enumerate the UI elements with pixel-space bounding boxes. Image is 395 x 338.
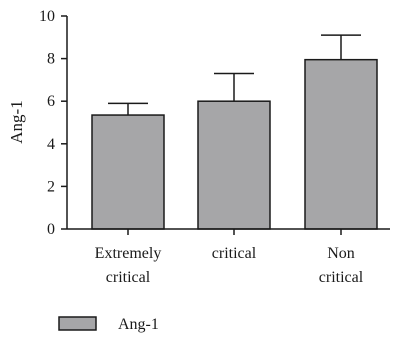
x-axis: Extremely critical critical Non critical xyxy=(67,228,390,286)
y-tick-label: 4 xyxy=(47,136,55,153)
y-tick-label: 10 xyxy=(39,8,55,25)
y-tick-label: 8 xyxy=(47,51,55,68)
y-tick-label: 6 xyxy=(47,93,55,110)
bar xyxy=(197,100,271,230)
x-category-label: critical xyxy=(319,269,364,286)
x-category-label: Extremely xyxy=(95,245,162,262)
legend-swatch xyxy=(58,316,97,331)
y-tick-label: 2 xyxy=(47,178,55,195)
bar xyxy=(91,114,165,230)
x-category-label: critical xyxy=(106,269,151,286)
bar xyxy=(304,58,378,230)
legend: Ang-1 xyxy=(58,316,159,333)
x-category-label: critical xyxy=(212,245,257,262)
y-axis-title: Ang-1 xyxy=(7,100,26,143)
y-axis: 0 2 4 6 8 10 xyxy=(39,8,68,238)
y-tick-label: 0 xyxy=(47,221,55,238)
error-bars xyxy=(108,34,361,116)
legend-label: Ang-1 xyxy=(118,316,159,333)
x-category-label: Non xyxy=(327,245,355,262)
